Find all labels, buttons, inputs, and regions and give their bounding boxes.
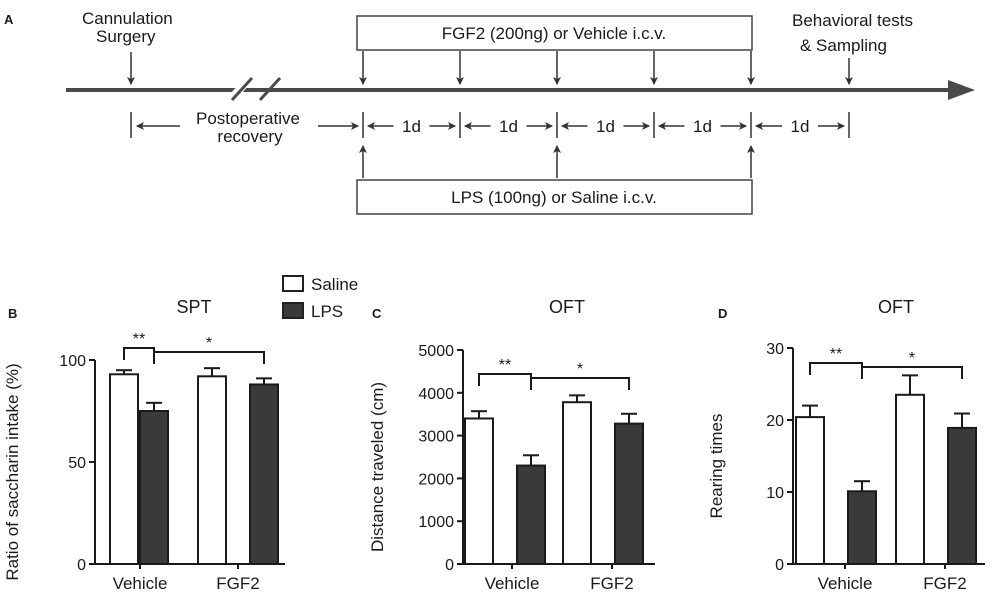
chart-title: OFT	[878, 297, 914, 317]
x-tick-label: Vehicle	[818, 574, 873, 593]
significance-bracket	[478, 373, 532, 386]
x-tick-label: Vehicle	[485, 574, 540, 593]
significance-bracket	[123, 347, 155, 360]
y-tick-label: 3000	[418, 429, 454, 446]
day-label: 1d	[499, 117, 518, 136]
panel-label-c: C	[372, 306, 382, 321]
y-tick-label: 30	[766, 341, 784, 358]
day-label: 1d	[791, 117, 810, 136]
significance-label: **	[133, 331, 145, 348]
significance-bracket	[530, 377, 630, 390]
significance-label: **	[499, 357, 511, 374]
significance-bracket	[861, 366, 963, 379]
y-tick-label: 0	[445, 557, 454, 574]
timeline-panel: A Cannulation Surgery Behavioral tests &…	[4, 9, 975, 215]
timeline-break-mark	[258, 76, 282, 102]
panel-label-b: B	[8, 306, 17, 321]
significance-label: **	[830, 346, 842, 363]
chart-spt: B SPT Ratio of saccharin intake (%) 0 50 100 V…	[3, 297, 285, 593]
cannulation-label: Cannulation	[82, 9, 173, 28]
bar-lps-vehicle	[847, 490, 877, 565]
postop-label: recovery	[217, 127, 283, 146]
bar-lps-fgf2	[614, 422, 644, 565]
significance-bracket	[809, 362, 863, 375]
x-tick-label: FGF2	[923, 574, 966, 593]
legend-swatch-saline	[282, 275, 304, 292]
y-tick-label: 1000	[418, 514, 454, 531]
significance-bracket	[153, 351, 265, 364]
fgf2-box-label: FGF2 (200ng) or Vehicle i.c.v.	[442, 24, 667, 43]
timeline-arrowhead	[948, 80, 975, 100]
bar-saline-fgf2	[197, 375, 227, 565]
x-tick-label: FGF2	[216, 574, 259, 593]
y-tick-label: 10	[766, 485, 784, 502]
bar-lps-fgf2	[947, 426, 977, 566]
fgf2-box	[356, 15, 753, 51]
chart-title: SPT	[176, 297, 211, 317]
y-tick-label: 50	[68, 455, 86, 472]
lps-injection-arrows	[359, 145, 755, 178]
lps-box	[356, 179, 753, 215]
legend: Saline LPS	[282, 275, 358, 321]
day-label: 1d	[693, 117, 712, 136]
x-tick-label: Vehicle	[113, 574, 168, 593]
day-spans: 1d 1d 1d 1d 1d	[362, 112, 845, 138]
bar-saline-fgf2	[562, 401, 592, 565]
day-label: 1d	[596, 117, 615, 136]
cannulation-label: Surgery	[96, 27, 156, 46]
panel-label-a: A	[4, 12, 14, 27]
bar-lps-fgf2	[249, 383, 279, 566]
timeline-break-mark	[230, 76, 254, 102]
behavioral-label: & Sampling	[800, 36, 887, 55]
behavioral-label: Behavioral tests	[792, 11, 913, 30]
y-tick-label: 4000	[418, 386, 454, 403]
chart-title: OFT	[549, 297, 585, 317]
y-axis-label: Rearing times	[707, 414, 726, 519]
legend-label-lps: LPS	[311, 302, 343, 321]
panel-label-d: D	[718, 306, 727, 321]
chart-oft-distance: C OFT Distance traveled (cm) 0 1000 2000 3000 4…	[368, 297, 655, 593]
significance-label: *	[577, 361, 583, 378]
y-axis-label: Ratio of saccharin intake (%)	[3, 363, 22, 580]
fgf2-injection-arrows	[359, 51, 755, 85]
y-axis-label: Distance traveled (cm)	[368, 382, 387, 552]
bar-saline-vehicle	[795, 416, 825, 565]
significance-label: *	[206, 335, 212, 352]
y-tick-label: 100	[59, 353, 86, 370]
y-tick-label: 2000	[418, 471, 454, 488]
day-label: 1d	[402, 117, 421, 136]
bar-saline-fgf2	[895, 393, 925, 565]
significance-label: *	[909, 350, 915, 367]
y-tick-label: 20	[766, 413, 784, 430]
y-tick-label: 0	[775, 557, 784, 574]
lps-box-label: LPS (100ng) or Saline i.c.v.	[451, 188, 657, 207]
x-tick-label: FGF2	[590, 574, 633, 593]
bar-lps-vehicle	[139, 410, 169, 565]
postop-label: Postoperative	[196, 109, 300, 128]
y-tick-label: 0	[77, 557, 86, 574]
legend-label-saline: Saline	[311, 275, 358, 294]
legend-swatch-lps	[282, 302, 304, 319]
bar-lps-vehicle	[516, 464, 546, 565]
bar-saline-vehicle	[464, 417, 494, 566]
bar-saline-vehicle	[109, 373, 139, 565]
y-tick-label: 5000	[418, 343, 454, 360]
